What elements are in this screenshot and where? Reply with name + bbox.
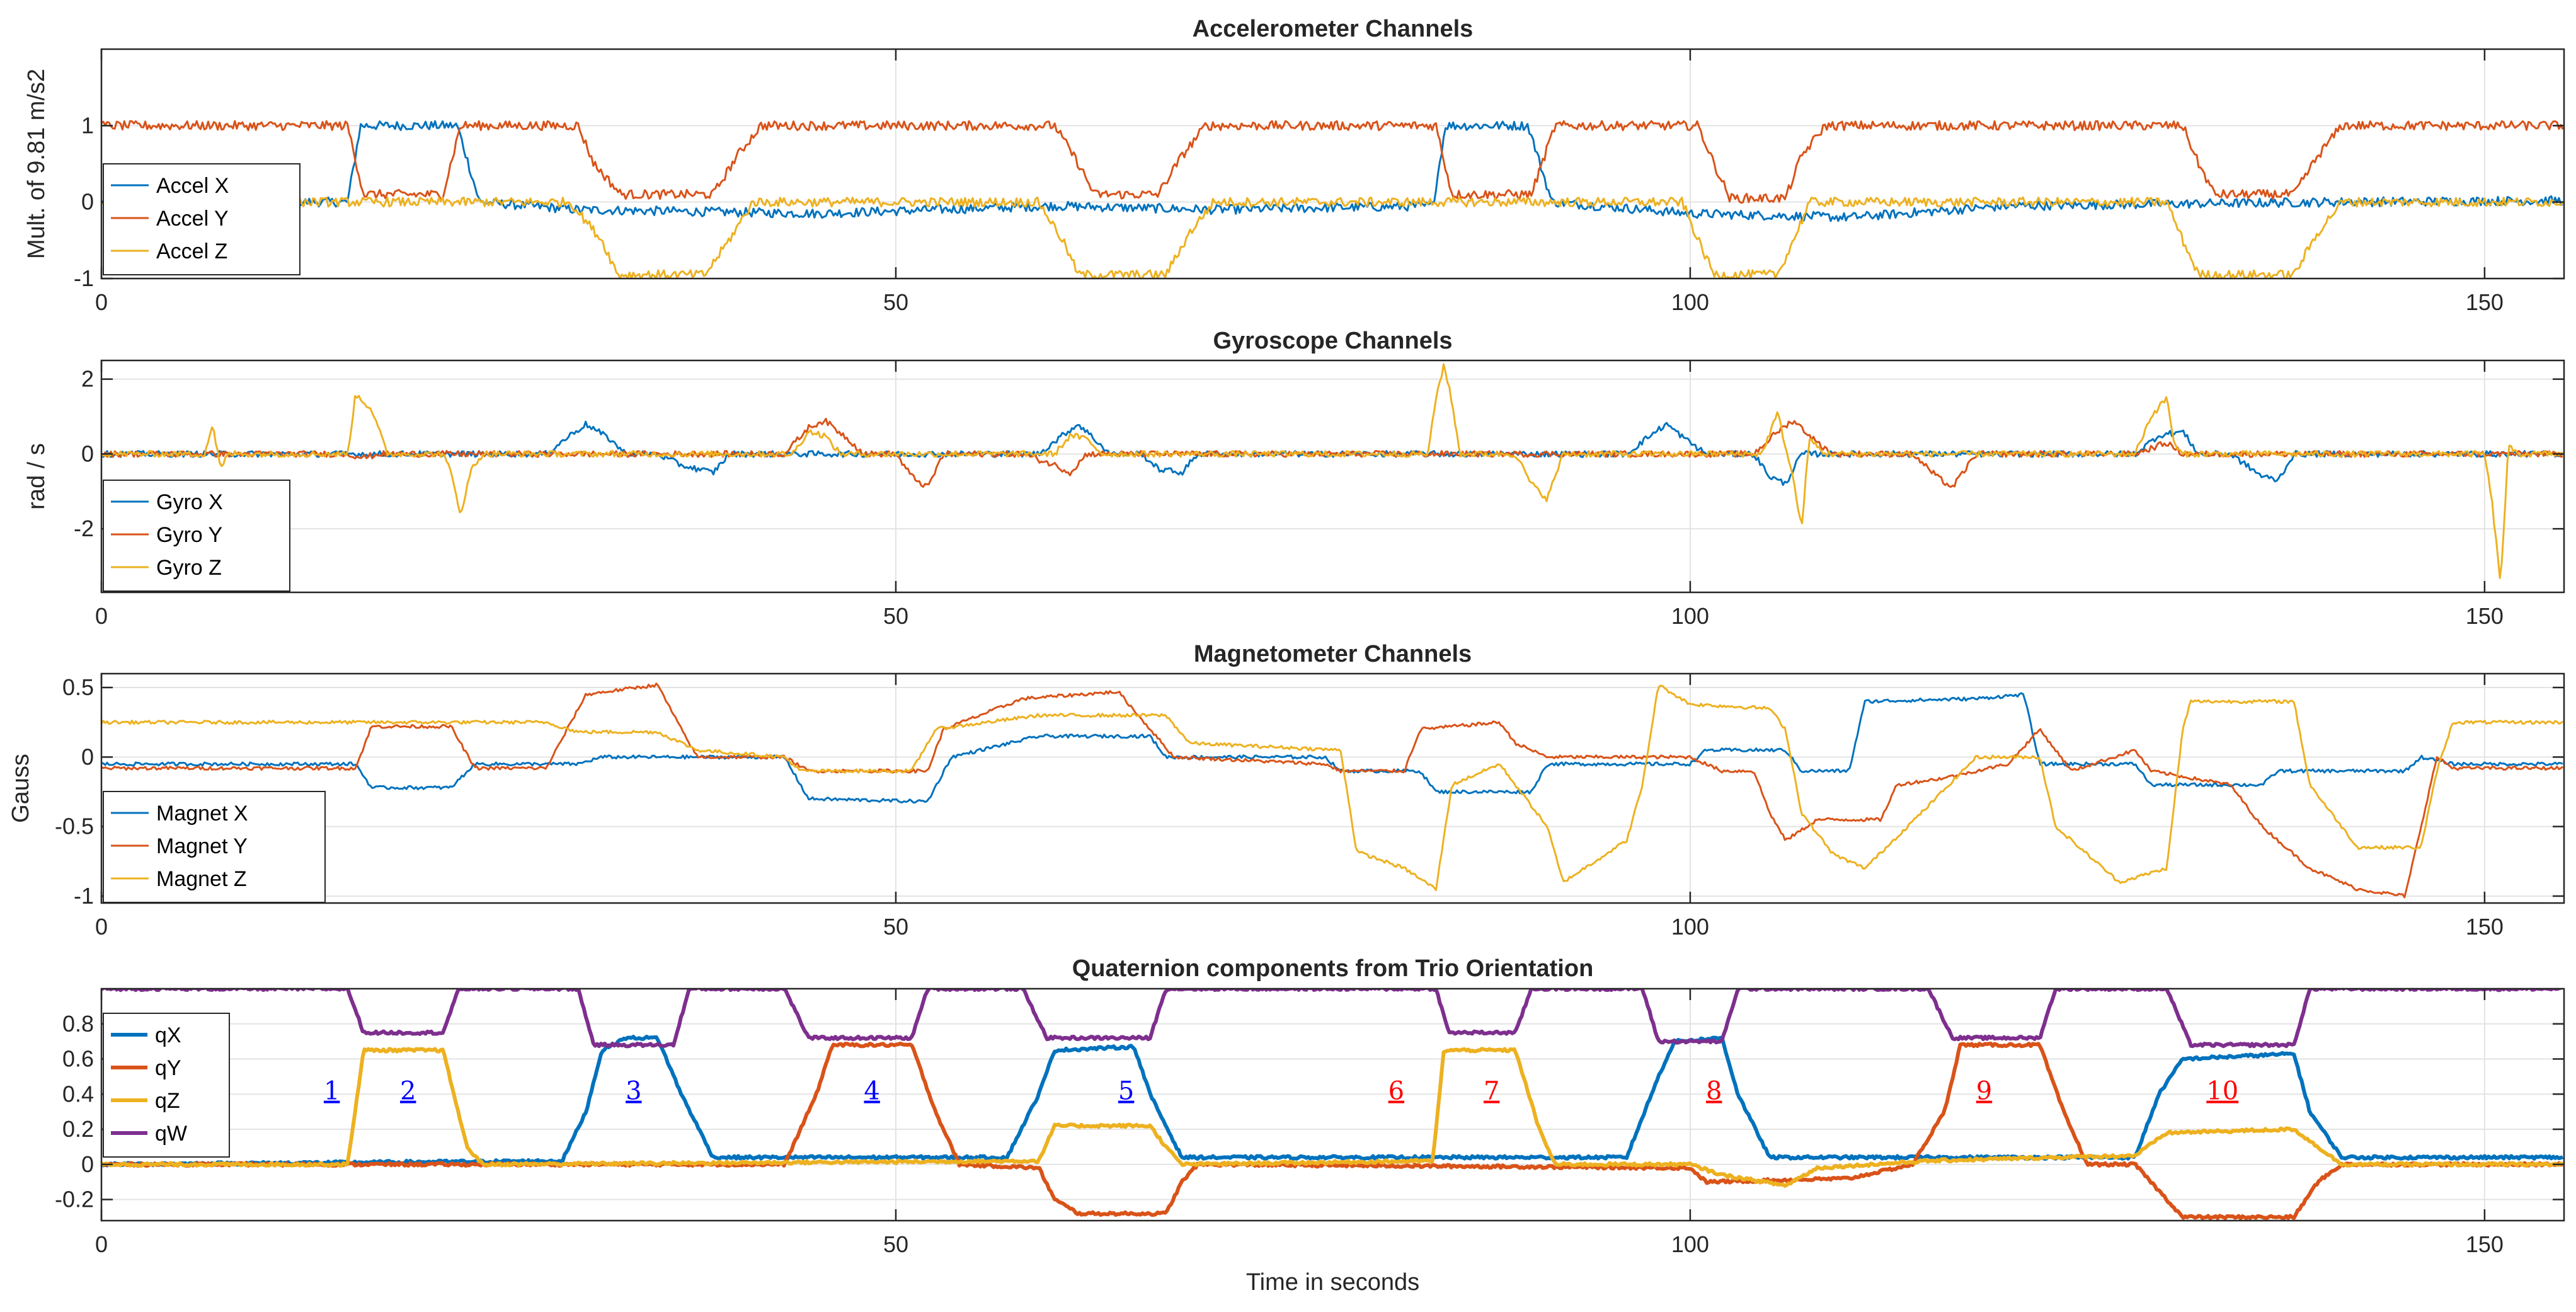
- y-tick-label: 1: [81, 112, 94, 138]
- legend-label: Magnet X: [156, 802, 248, 826]
- series-line-gyro-y: [101, 417, 2563, 488]
- chart-panel-2: 0 50 100 150 -2 0 2 Gyroscope Channels rad / s Gy…: [23, 328, 2565, 629]
- legend-box: [103, 791, 326, 903]
- series-line-qz: [101, 1047, 2563, 1188]
- legend-label: qY: [155, 1056, 181, 1080]
- x-tick-label: 100: [1671, 1231, 1709, 1257]
- legend: Magnet X Magnet Y Magnet Z: [103, 791, 326, 903]
- legend-label: Gyro Z: [156, 556, 222, 580]
- annotation-label: 1: [324, 1077, 340, 1106]
- series-line-magnet-z: [101, 684, 2563, 891]
- y-tick-label: 0: [81, 1151, 94, 1177]
- legend: Gyro X Gyro Y Gyro Z: [103, 480, 290, 592]
- plot-area: [101, 49, 2564, 279]
- y-tick-label: 0.4: [62, 1081, 94, 1107]
- series-line-accel-z: [101, 196, 2564, 279]
- annotation-label: 4: [864, 1077, 879, 1106]
- y-tick-label: 0.2: [62, 1116, 94, 1142]
- x-axis-label: Time in seconds: [1246, 1269, 1419, 1296]
- series-line-magnet-y: [101, 682, 2563, 899]
- axes-frame: [100, 987, 2565, 1222]
- legend-label: Accel X: [156, 174, 229, 198]
- legend: Accel X Accel Y Accel Z: [103, 163, 301, 275]
- chart-title: Quaternion components from Trio Orientat…: [1072, 955, 1594, 982]
- x-tick-label: 50: [883, 1231, 908, 1257]
- chart-title: Magnetometer Channels: [1194, 641, 1472, 667]
- x-tick-label: 150: [2466, 289, 2504, 315]
- legend-label: Gyro Y: [156, 523, 222, 547]
- legend-box: [103, 480, 290, 592]
- x-tick-label: 150: [2466, 603, 2504, 629]
- annotation-label: 8: [1706, 1077, 1722, 1106]
- legend-label: qW: [155, 1122, 187, 1146]
- x-tick-label: 100: [1671, 603, 1709, 629]
- plot-area: [101, 360, 2564, 592]
- axes-frame: [100, 359, 2565, 594]
- chart-panel-3: 0 50 100 150 -1 -0.5 0 0.5 Magnetometer Channels…: [8, 641, 2565, 940]
- series-line-magnet-x: [101, 692, 2563, 804]
- series-line-qx: [101, 1035, 2564, 1168]
- y-tick-label: -0.2: [55, 1187, 94, 1212]
- annotation-label: 2: [400, 1077, 416, 1106]
- y-tick-label: 0: [81, 744, 94, 769]
- chart-title: Gyroscope Channels: [1213, 328, 1452, 354]
- y-tick-label: 0.5: [62, 674, 94, 700]
- annotation-label: 6: [1388, 1077, 1404, 1106]
- legend-label: qZ: [155, 1089, 180, 1113]
- x-tick-label: 50: [883, 914, 908, 940]
- annotation-label: 10: [2206, 1077, 2238, 1106]
- y-tick-label: -0.5: [55, 814, 94, 839]
- y-tick-label: 0.8: [62, 1011, 94, 1037]
- legend-box: [103, 163, 301, 275]
- legend-label: qX: [155, 1023, 181, 1047]
- x-tick-label: 0: [95, 1231, 108, 1257]
- annotation-label: 3: [626, 1077, 641, 1106]
- annotation-label: 5: [1118, 1077, 1134, 1106]
- y-tick-label: -2: [74, 515, 94, 541]
- legend-label: Accel Y: [156, 207, 229, 231]
- axes-frame: [100, 672, 2565, 904]
- chart-panel-4: 1 2 3 4 5 6 7 8 9 100 50 100 150-0.200.20.40.60.8Qua…: [55, 955, 2565, 1296]
- series-line-gyro-z: [101, 363, 2563, 579]
- legend-label: Magnet Y: [156, 834, 248, 858]
- x-tick-label: 100: [1671, 914, 1709, 940]
- plot-area: [101, 674, 2564, 903]
- y-tick-label: 0.6: [62, 1046, 94, 1072]
- x-tick-label: 50: [883, 603, 908, 629]
- legend-label: Magnet Z: [156, 867, 247, 891]
- y-axis-label: Gauss: [8, 754, 34, 823]
- y-tick-label: -1: [74, 265, 94, 291]
- x-tick-label: 50: [883, 289, 908, 315]
- y-axis-label: rad / s: [23, 443, 50, 510]
- x-tick-label: 0: [95, 914, 108, 940]
- x-tick-label: 100: [1671, 289, 1709, 315]
- series-line-accel-y: [101, 120, 2564, 204]
- legend-label: Gyro X: [156, 490, 223, 514]
- x-tick-label: 0: [95, 603, 108, 629]
- y-tick-label: 2: [81, 366, 94, 392]
- y-axis-label: Mult. of 9.81 m/s2: [23, 69, 50, 259]
- y-tick-label: -1: [74, 883, 94, 909]
- x-tick-label: 150: [2466, 1231, 2504, 1257]
- legend: qX qY qZ qW: [103, 1013, 230, 1158]
- annotation-label: 7: [1484, 1077, 1499, 1106]
- legend-label: Accel Z: [156, 239, 227, 263]
- y-tick-label: 0: [81, 440, 94, 466]
- chart-title: Accelerometer Channels: [1193, 16, 1474, 42]
- x-tick-label: 0: [95, 289, 108, 315]
- x-tick-label: 150: [2466, 914, 2504, 940]
- y-tick-label: 0: [81, 189, 94, 215]
- axes-frame: [100, 48, 2565, 280]
- annotation-label: 9: [1976, 1077, 1992, 1106]
